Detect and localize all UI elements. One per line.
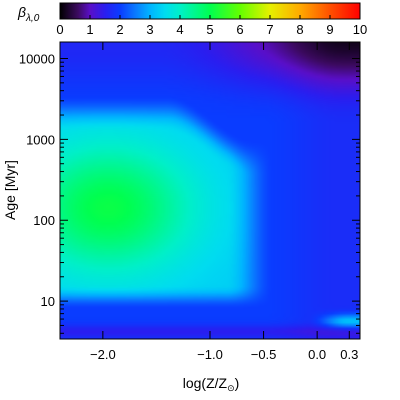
colorbar-ticks: 0 1 2 3 4 5 6 7 8 9 10 bbox=[56, 15, 367, 37]
colorbar-tick-label: 0 bbox=[56, 22, 63, 37]
colorbar-label: βλ,0 bbox=[17, 4, 40, 24]
x-tick-label: −2.0 bbox=[90, 347, 116, 362]
x-axis-label: log(Z/Z⊙) bbox=[183, 375, 240, 393]
x-tick-label: −0.5 bbox=[251, 347, 277, 362]
colorbar-gradient bbox=[60, 3, 360, 19]
colorbar-tick-label: 3 bbox=[146, 22, 153, 37]
colorbar-tick-label: 1 bbox=[86, 22, 93, 37]
heatmap-surface bbox=[60, 42, 360, 339]
colorbar-tick-label: 2 bbox=[116, 22, 123, 37]
y-tick-label: 10 bbox=[41, 294, 55, 309]
colorbar-tick-label: 9 bbox=[326, 22, 333, 37]
colorbar-tick-label: 4 bbox=[176, 22, 183, 37]
y-axis-ticks: 10 100 1000 10000 bbox=[19, 52, 360, 334]
x-tick-label: 0.0 bbox=[308, 347, 326, 362]
colorbar-tick-label: 8 bbox=[296, 22, 303, 37]
x-tick-label: 0.3 bbox=[340, 347, 358, 362]
y-tick-label: 100 bbox=[33, 213, 55, 228]
y-tick-label: 10000 bbox=[19, 52, 55, 67]
y-axis-label: Age [Myr] bbox=[2, 160, 18, 220]
colorbar: βλ,0 0 1 2 3 4 5 6 7 8 9 10 bbox=[17, 2, 367, 37]
plot-area: −2.0 −1.0 −0.5 0.0 0.3 10 100 1000 10000 bbox=[19, 41, 361, 362]
x-tick-label: −1.0 bbox=[197, 347, 223, 362]
colorbar-tick-label: 7 bbox=[266, 22, 273, 37]
x-axis-ticks: −2.0 −1.0 −0.5 0.0 0.3 bbox=[90, 42, 358, 362]
y-tick-label: 1000 bbox=[26, 132, 55, 147]
colorbar-tick-label: 5 bbox=[206, 22, 213, 37]
colorbar-tick-label: 6 bbox=[236, 22, 243, 37]
colorbar-tick-label: 10 bbox=[353, 22, 367, 37]
